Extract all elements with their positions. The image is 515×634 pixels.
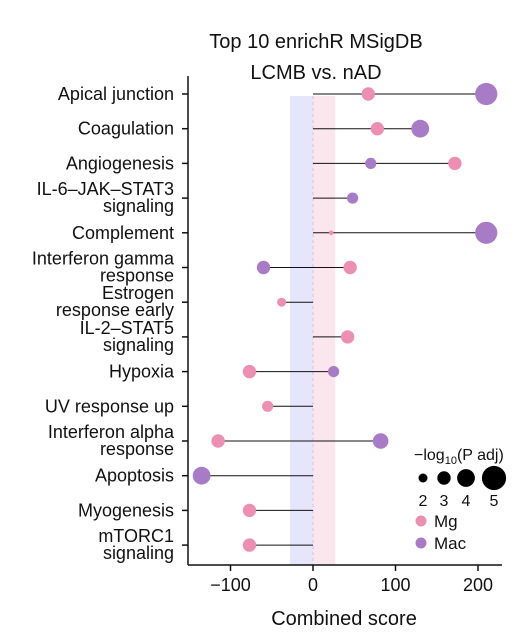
legend-size-dot-3 [437, 471, 451, 485]
point-mg-5 [343, 260, 357, 275]
legend-size-label: 5 [490, 493, 499, 510]
point-mg-13 [242, 538, 257, 552]
y-axis: Apical junction Coagulation Angiogenesis IL… [32, 76, 189, 565]
y-tick-label: Hypoxia [109, 362, 175, 382]
y-tick-label: Apical junction [58, 84, 174, 104]
point-mac-10 [372, 433, 389, 449]
legend-size-dot-5 [481, 465, 507, 491]
legend-series-label: Mg [434, 512, 458, 531]
legend-size-dot-2 [418, 473, 428, 483]
y-tick-label: Myogenesis [78, 500, 174, 520]
chart-title: Top 10 enrichR MSigDB LCMB vs. nAD [209, 31, 422, 84]
legend: −log10(P adj) 2 3 4 5 Mg Mac [414, 447, 507, 553]
data-points [192, 82, 498, 552]
point-mg-9 [262, 400, 274, 412]
legend-title: −log10(P adj) [414, 447, 504, 467]
point-mg-4 [328, 230, 334, 236]
y-tick-label: Apoptosis [95, 466, 174, 486]
title-line-0: Top 10 enrichR MSigDB [209, 31, 422, 53]
band-1 [313, 96, 336, 565]
legend-size-label: 4 [462, 493, 471, 510]
x-tick-label: 200 [463, 575, 493, 595]
y-tick-label: Estrogen response early [56, 283, 174, 320]
point-mac-2 [365, 157, 377, 169]
x-tick-label: 100 [380, 575, 410, 595]
point-mac-8 [328, 366, 340, 378]
x-axis: −100 0 100 200 Combined score [188, 564, 502, 630]
point-mac-11 [192, 466, 211, 485]
point-mac-0 [475, 82, 498, 106]
point-mg-1 [370, 122, 385, 136]
point-mg-0 [361, 87, 375, 101]
y-tick-label: mTORC1 signaling [98, 526, 174, 563]
y-tick-label: UV response up [45, 396, 174, 416]
point-mg-6 [277, 297, 287, 307]
y-tick-label: Complement [72, 223, 174, 243]
legend-swatch-mac [415, 537, 427, 549]
legend-size-label: 3 [440, 493, 449, 510]
y-tick-label: Interferon alpha response [48, 422, 175, 459]
x-tick-label: −100 [210, 575, 251, 595]
y-tick-label: Angiogenesis [66, 153, 174, 173]
point-mg-7 [340, 330, 355, 344]
point-mg-8 [242, 364, 257, 379]
point-mac-3 [347, 192, 359, 204]
point-mac-1 [411, 119, 430, 138]
y-tick-label: IL-2–STAT5 signaling [80, 318, 174, 355]
point-mg-12 [242, 503, 257, 518]
y-tick-label: Interferon gamma response [32, 249, 175, 286]
legend-size-label: 2 [419, 493, 428, 510]
point-mg-2 [448, 156, 462, 171]
point-mac-5 [256, 260, 271, 275]
point-mac-4 [475, 221, 498, 244]
y-tick-label: IL-6–JAK–STAT3 signaling [37, 179, 174, 216]
title-line-1: LCMB vs. nAD [250, 62, 381, 84]
x-axis-label: Combined score [271, 608, 417, 630]
legend-swatch-mg [415, 515, 427, 527]
legend-series-label: Mac [434, 534, 467, 553]
legend-size-dot-4 [457, 469, 475, 487]
lollipop-stems [201, 93, 487, 546]
y-tick-label: Coagulation [78, 119, 174, 139]
band-0 [289, 96, 313, 565]
point-mg-10 [211, 434, 225, 448]
x-tick-label: 0 [308, 575, 318, 595]
shaded-bands [289, 96, 336, 565]
